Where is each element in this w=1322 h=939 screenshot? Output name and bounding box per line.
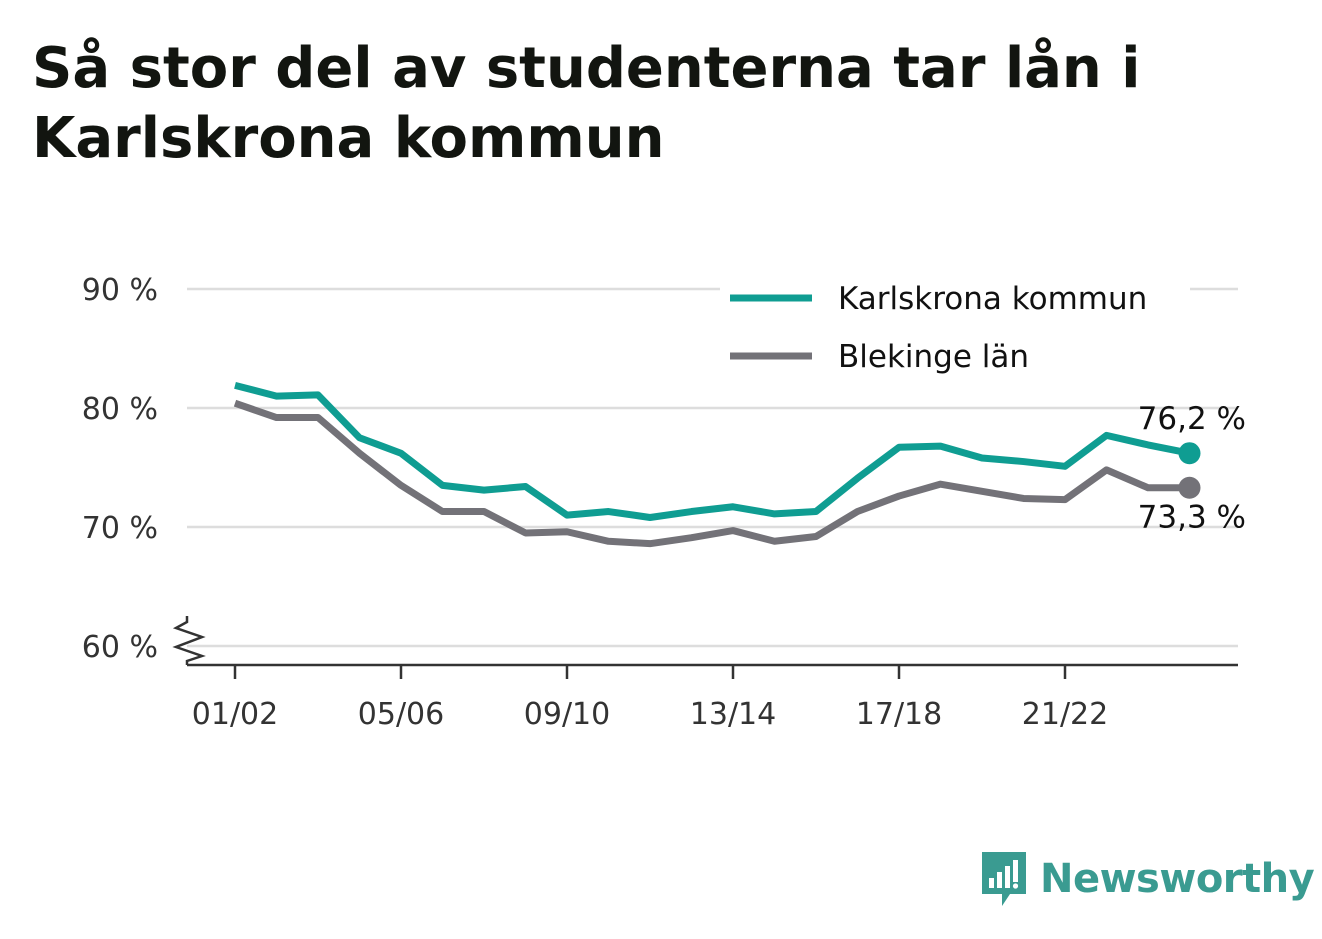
chart-title: Så stor del av studenterna tar lån i Kar… [32, 36, 1141, 171]
bar-chart-speech-bubble-icon [982, 852, 1026, 906]
series-line-0 [234, 382, 1191, 521]
x-axis: 01/02 05/06 09/10 13/14 17/18 21/22 [172, 616, 1238, 732]
x-tick-label: 17/18 [856, 697, 942, 732]
x-tick-label: 01/02 [192, 697, 278, 732]
legend: Karlskrona kommun Blekinge län [720, 271, 1190, 379]
series-end-label: 76,2 % [1138, 401, 1246, 437]
series-end-label: 73,3 % [1138, 500, 1246, 536]
legend-label: Karlskrona kommun [838, 281, 1147, 317]
x-tick-label: 13/14 [690, 697, 776, 732]
series-line-1 [233, 399, 1190, 548]
series-lines: 76,2 % 73,3 % [233, 382, 1246, 548]
legend-label: Blekinge län [838, 339, 1029, 375]
series-end-point [1178, 476, 1201, 499]
newsworthy-logo: Newsworthy [980, 848, 1315, 910]
x-tick-label: 09/10 [524, 697, 610, 732]
y-tick-label: 90 % [82, 273, 158, 308]
axis-break-icon [172, 616, 206, 665]
y-tick-label: 70 % [82, 511, 158, 546]
y-tick-label: 60 % [82, 630, 158, 665]
x-tick-label: 05/06 [358, 697, 444, 732]
series-end-point [1178, 442, 1201, 465]
y-tick-label: 80 % [82, 392, 158, 427]
y-axis-tick-labels: 60 % 70 % 80 % 90 % [82, 273, 158, 665]
brand-name: Newsworthy [1040, 856, 1315, 902]
x-tick-label: 21/22 [1022, 697, 1108, 732]
